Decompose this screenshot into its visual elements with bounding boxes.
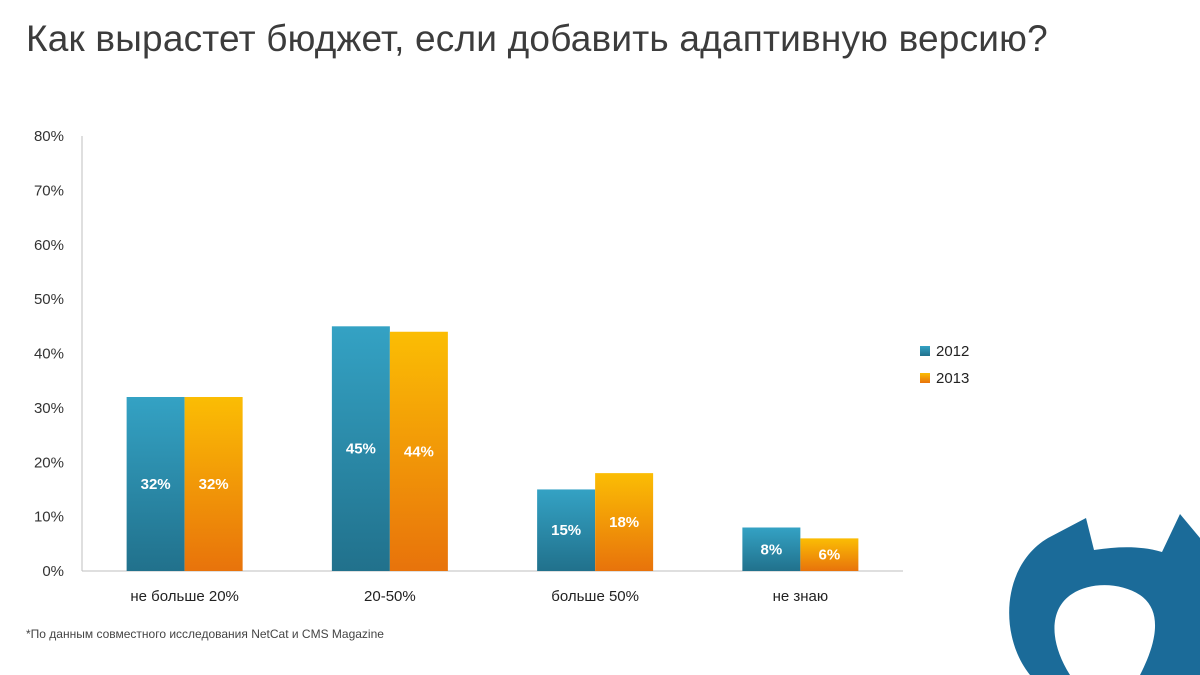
data-label-2013-2: 44% bbox=[404, 443, 434, 460]
y-tick-label: 0% bbox=[42, 563, 64, 580]
data-label-2012-3: 15% bbox=[551, 522, 581, 539]
legend-swatch-2013 bbox=[920, 373, 930, 383]
category-label: не больше 20% bbox=[130, 588, 239, 605]
category-labels: не больше 20% 20-50% больше 50% не знаю bbox=[130, 588, 828, 605]
y-tick-label: 20% bbox=[34, 454, 64, 471]
data-label-2012-1: 32% bbox=[141, 476, 171, 493]
category-label: 20-50% bbox=[364, 588, 416, 605]
bar-2013-4 bbox=[800, 538, 859, 571]
bar-2012-2 bbox=[331, 326, 390, 571]
footnote: *По данным совместного исследования NetC… bbox=[26, 627, 384, 641]
y-tick-label: 80% bbox=[34, 128, 64, 145]
y-tick-label: 50% bbox=[34, 291, 64, 308]
y-tick-label: 40% bbox=[34, 346, 64, 363]
legend-label-2013: 2013 bbox=[936, 370, 969, 387]
bar-2012-3 bbox=[537, 489, 596, 571]
data-label-2013-4: 6% bbox=[819, 547, 841, 564]
category-label: не знаю bbox=[773, 588, 829, 605]
bars: 32% 32% 45% 44% 15% 18% 8% 6% bbox=[126, 326, 859, 571]
logo-cat-ear-shape bbox=[1009, 514, 1200, 675]
data-label-2012-4: 8% bbox=[761, 541, 783, 558]
legend: 2012 2013 bbox=[920, 343, 969, 387]
data-label-2012-2: 45% bbox=[346, 441, 376, 458]
legend-swatch-2012 bbox=[920, 346, 930, 356]
bar-2013-3 bbox=[595, 473, 654, 571]
data-label-2013-3: 18% bbox=[609, 514, 639, 531]
y-tick-label: 70% bbox=[34, 182, 64, 199]
y-tick-label: 30% bbox=[34, 400, 64, 417]
y-axis-ticks: 0% 10% 20% 30% 40% 50% 60% 70% 80% bbox=[34, 128, 64, 580]
bar-2012-1 bbox=[126, 397, 185, 571]
y-tick-label: 10% bbox=[34, 509, 64, 526]
bar-2013-1 bbox=[184, 397, 243, 571]
page-title: Как вырастет бюджет, если добавить адапт… bbox=[26, 18, 1048, 59]
y-tick-label: 60% bbox=[34, 237, 64, 254]
data-label-2013-1: 32% bbox=[199, 476, 229, 493]
legend-label-2012: 2012 bbox=[936, 343, 969, 360]
bar-2012-4 bbox=[742, 527, 801, 571]
bar-2013-2 bbox=[389, 331, 448, 571]
netcat-logo bbox=[1009, 514, 1200, 675]
category-label: больше 50% bbox=[551, 588, 639, 605]
